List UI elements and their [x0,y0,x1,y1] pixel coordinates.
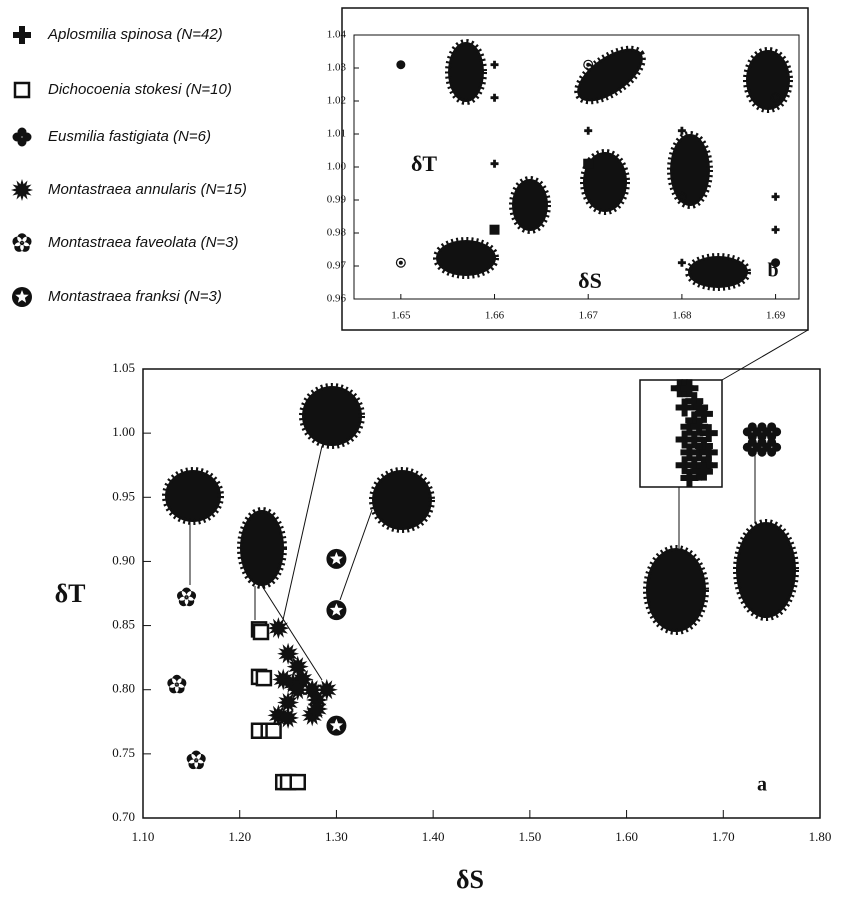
coral-silhouette [670,134,710,206]
y-tick-label: 0.70 [112,809,135,824]
coral-silhouette [302,386,362,446]
x-tick-label: 1.70 [712,829,735,844]
marker [396,60,405,69]
figure: δS δT a δS δT b 1.101.201.301.401.501.60… [0,0,850,900]
y-tick-label: 1.00 [327,161,347,173]
x-tick-label: 1.66 [485,310,505,322]
coral-silhouette [512,179,548,231]
x-tick-label: 1.67 [579,310,599,322]
inset-x-axis-label: δS [578,268,602,293]
y-tick-label: 1.01 [327,128,346,140]
legend-label: Aplosmilia spinosa (N=42) [47,26,223,43]
legend-label: Montastraea annularis (N=15) [48,181,247,198]
inset-y-axis-label: δT [411,151,437,176]
marker [326,600,346,620]
coral-silhouette [165,470,221,522]
legend-marker [13,26,31,44]
marker [254,625,268,639]
y-tick-label: 0.85 [112,617,135,632]
x-tick-label: 1.80 [809,829,832,844]
coral-silhouette [746,50,790,110]
y-tick-label: 0.98 [327,227,347,239]
x-tick-label: 1.68 [672,310,692,322]
y-tick-label: 1.03 [327,62,347,74]
marker [187,750,206,769]
y-tick-label: 1.00 [112,424,135,439]
y-tick-label: 0.90 [112,552,135,567]
x-tick-label: 1.20 [228,829,251,844]
legend-label: Montastraea faveolata (N=3) [48,234,239,251]
legend-marker [15,83,29,97]
y-tick-label: 1.02 [327,95,346,107]
coral-silhouette [372,470,432,530]
plot-frame [143,369,820,818]
x-axis-label: δS [456,865,484,894]
y-tick-label: 0.97 [327,260,347,272]
coral-silhouette [448,42,484,102]
legend-marker [11,179,33,201]
marker [490,225,500,235]
y-tick-label: 0.96 [327,293,347,305]
marker [326,716,346,736]
y-tick-label: 1.04 [327,29,347,41]
legend-label: Montastraea franksi (N=3) [48,288,222,305]
marker [257,671,271,685]
legend-marker [12,128,31,147]
leader-line [283,446,322,620]
zoom-connector [722,330,808,380]
x-tick-label: 1.69 [766,310,786,322]
marker [267,617,289,639]
y-tick-label: 0.80 [112,681,135,696]
x-tick-label: 1.40 [422,829,445,844]
marker [326,549,346,569]
y-tick-label: 0.99 [327,194,347,206]
marker [291,775,305,789]
marker [167,675,186,694]
marker [583,159,593,169]
legend-marker [12,233,31,252]
y-tick-label: 0.95 [112,488,135,503]
y-axis-label: δT [55,579,86,608]
legend-label: Dichocoenia stokesi (N=10) [48,81,232,98]
coral-silhouette [436,240,496,276]
coral-silhouette [736,522,796,618]
marker [177,588,196,607]
y-tick-label: 0.75 [112,745,135,760]
x-tick-label: 1.10 [132,829,155,844]
x-tick-label: 1.65 [391,310,411,322]
legend-marker [12,287,32,307]
panel-label: a [757,774,767,796]
coral-silhouette [240,510,284,586]
legend-label: Eusmilia fastigiata (N=6) [48,128,211,145]
x-tick-label: 1.60 [615,829,638,844]
x-tick-label: 1.50 [518,829,541,844]
y-tick-label: 1.05 [112,360,135,375]
x-tick-label: 1.30 [325,829,348,844]
coral-silhouette [688,256,748,288]
marker [771,258,780,267]
coral-silhouette [646,548,706,632]
